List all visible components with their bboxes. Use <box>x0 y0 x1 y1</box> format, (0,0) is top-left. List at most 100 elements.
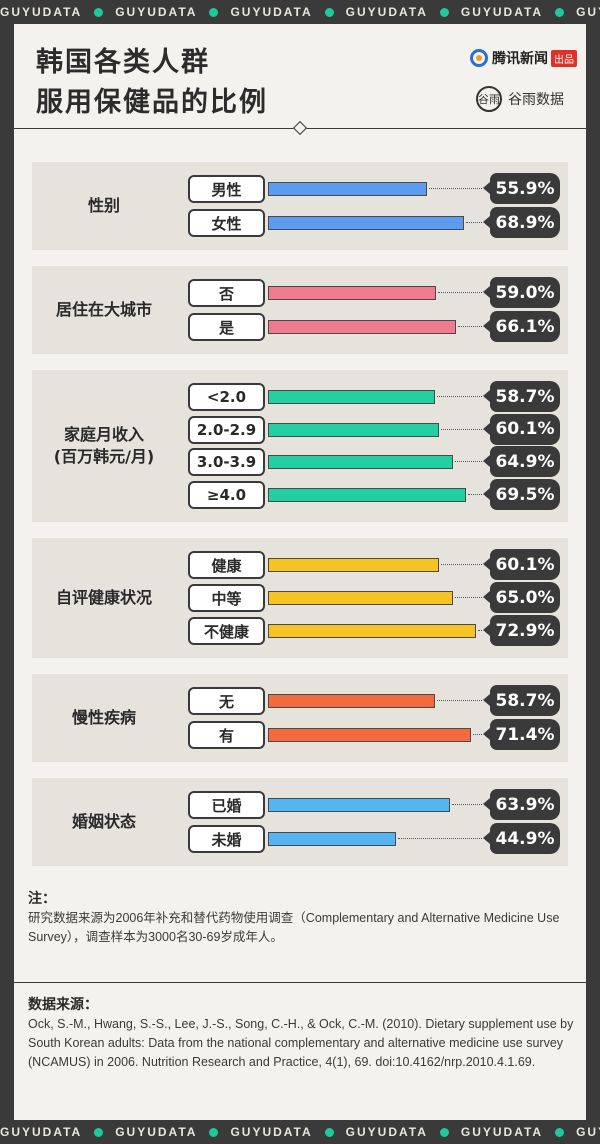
chart-row: 中等 65.0% <box>32 582 568 613</box>
band-dot-icon <box>94 1127 104 1137</box>
category-label: 否 <box>188 279 265 307</box>
chart-row: 3.0-3.9 64.9% <box>32 446 568 478</box>
value-label: 59.0% <box>483 277 560 308</box>
category-label: 已婚 <box>188 791 265 819</box>
value-label: 60.1% <box>483 549 560 580</box>
guyu-data-brand: 谷雨 谷雨数据 <box>476 86 564 112</box>
chart-group: 性别 男性 55.9% 女性 68.9% <box>32 162 568 250</box>
value-label: 64.9% <box>483 446 560 478</box>
infographic-card: 韩国各类人群 服用保健品的比例 腾讯新闻 出品 谷雨 谷雨数据 性别 男性 55.9… <box>14 24 586 1120</box>
leader-line <box>455 597 482 598</box>
bar-mark <box>268 591 454 605</box>
bar-mark <box>268 624 476 638</box>
page-title-line2: 服用保健品的比例 <box>36 87 268 118</box>
category-label: 无 <box>188 687 265 715</box>
leader-line <box>454 461 482 463</box>
bar-mark <box>268 320 457 334</box>
guyu-brand-name: 谷雨数据 <box>508 92 564 108</box>
bar-mark <box>268 286 437 300</box>
bar-mark <box>268 832 396 846</box>
category-label: 2.0-2.9 <box>188 415 265 444</box>
chart-row: 健康 60.1% <box>32 549 568 580</box>
band-brand-text: GUYUDATA <box>346 5 449 19</box>
tencent-logo-icon <box>470 49 488 67</box>
value-label: 71.4% <box>483 719 560 750</box>
band-dot-icon <box>209 1127 219 1137</box>
band-brand-text: GUYUDATA <box>0 1125 104 1139</box>
category-label: 中等 <box>188 584 265 612</box>
band-dot-icon <box>439 1127 449 1137</box>
category-label: 未婚 <box>188 825 265 853</box>
bar-mark <box>268 728 472 742</box>
band-dot-icon <box>555 7 565 17</box>
category-label: 健康 <box>188 551 265 579</box>
band-brand-text: GUYUDATA <box>0 5 104 19</box>
note-text: 研究数据来源为2006年补充和替代药物使用调查（Complementary an… <box>28 911 560 944</box>
leader-line <box>473 734 482 735</box>
category-label: ≥4.0 <box>188 481 265 509</box>
chart-group: 婚姻状态 已婚 63.9% 未婚 44.9% <box>32 778 568 866</box>
group-label: 性别 <box>87 196 120 215</box>
value-label: 65.0% <box>483 582 560 613</box>
chart-row: 有 71.4% <box>32 719 568 750</box>
group-label: 慢性疾病 <box>71 708 136 727</box>
note-block: 注： 研究数据来源为2006年补充和替代药物使用调查（Complementary… <box>28 890 576 947</box>
source-block: 数据来源： Ock, S.-M., Hwang, S.-S., Lee, J.-… <box>28 996 576 1072</box>
category-label: 不健康 <box>188 617 265 645</box>
tencent-news-brand: 腾讯新闻 出品 <box>470 48 577 68</box>
leader-line <box>458 326 482 327</box>
band-dot-icon <box>94 7 104 17</box>
category-label: 男性 <box>188 175 265 203</box>
chart-row: 2.0-2.9 60.1% <box>32 413 568 445</box>
chart-group: 居住在大城市 否 59.0% 是 66.1% <box>32 266 568 354</box>
leader-line <box>438 292 482 293</box>
bar-mark <box>268 455 453 470</box>
value-label: 69.5% <box>483 479 560 510</box>
band-dot-icon <box>555 1127 565 1137</box>
chart-row: 是 66.1% <box>32 311 568 342</box>
chart-row: 男性 55.9% <box>32 173 568 204</box>
band-brand-text: GUYUDATA <box>230 5 334 19</box>
bar-mark <box>268 216 465 230</box>
leader-line <box>441 428 482 430</box>
chart-group: 自评健康状况 健康 60.1% 中等 65.0% 不健康 72.9% <box>32 538 568 658</box>
source-text: Ock, S.-M., Hwang, S.-S., Lee, J.-S., So… <box>28 1017 574 1069</box>
bar-mark <box>268 182 428 196</box>
band-dot-icon <box>324 7 334 17</box>
chart-group: 家庭月收入 (百万韩元/月) <2.0 58.7% 2.0-2.9 60.1% 3.0-3.… <box>32 370 568 522</box>
group-label: 居住在大城市 <box>55 300 152 319</box>
category-label: 有 <box>188 721 265 749</box>
band-brand-text: GUYUDATA <box>461 1125 565 1139</box>
tencent-brand-name: 腾讯新闻 <box>492 51 548 67</box>
leader-line <box>429 188 482 189</box>
notes-divider <box>14 982 586 983</box>
chart-group: 慢性疾病 无 58.7% 有 71.4% <box>32 674 568 762</box>
top-brand-band: GUYUDATA GUYUDATA GUYUDATA GUYUDATA GUYUDATA… <box>0 0 600 24</box>
bar-mark <box>268 390 436 404</box>
chart-row: 未婚 44.9% <box>32 823 568 854</box>
value-label: 55.9% <box>483 173 560 204</box>
chart-row: ≥4.0 69.5% <box>32 479 568 510</box>
value-label: 44.9% <box>483 823 560 854</box>
leader-line <box>441 564 482 565</box>
band-brand-text: GUYUDATA <box>576 5 600 19</box>
category-label: 女性 <box>188 209 265 237</box>
group-label: 婚姻状态 <box>71 812 136 831</box>
band-brand-text: GUYUDATA <box>576 1125 600 1139</box>
bar-mark <box>268 488 467 502</box>
title-area: 韩国各类人群 服用保健品的比例 腾讯新闻 出品 谷雨 谷雨数据 <box>14 24 586 128</box>
bar-mark <box>268 422 440 437</box>
band-brand-text: GUYUDATA <box>115 5 219 19</box>
bar-mark <box>268 798 451 812</box>
chart-row: 不健康 72.9% <box>32 615 568 646</box>
band-dot-icon <box>209 7 219 17</box>
chart-row: 女性 68.9% <box>32 207 568 238</box>
leader-line <box>437 396 482 397</box>
value-label: 58.7% <box>483 381 560 412</box>
value-label: 66.1% <box>483 311 560 342</box>
bottom-brand-band: GUYUDATA GUYUDATA GUYUDATA GUYUDATA GUYUDATA… <box>0 1120 600 1144</box>
category-label: 3.0-3.9 <box>188 448 265 477</box>
page-title-line1: 韩国各类人群 <box>36 47 210 78</box>
note-heading: 注： <box>28 891 56 907</box>
group-label: 家庭月收入 (百万韩元/月) <box>53 425 155 466</box>
